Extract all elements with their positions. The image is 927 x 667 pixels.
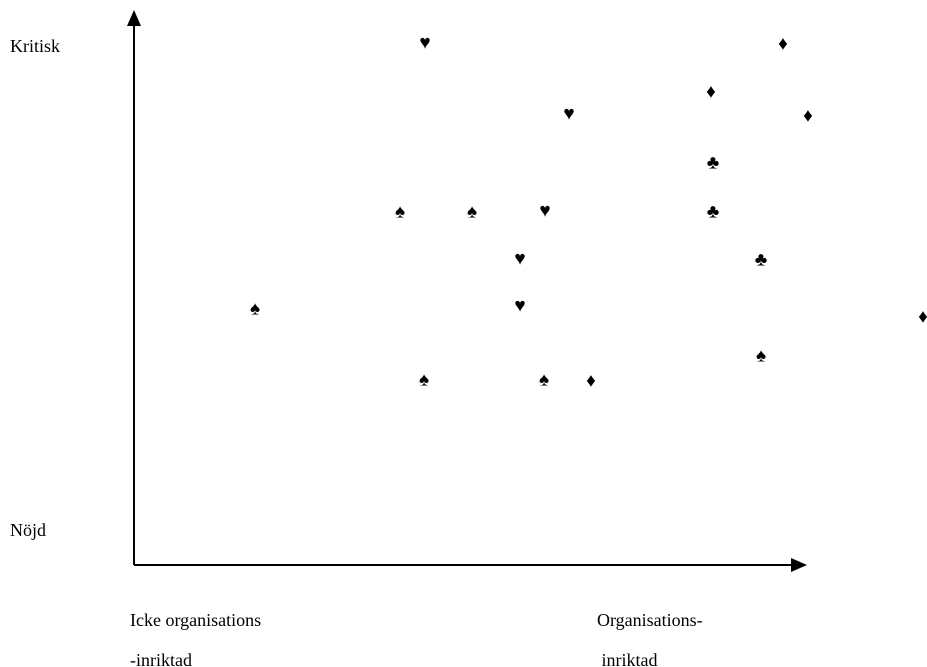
suit-symbol: ♠ xyxy=(419,369,429,390)
suit-symbol: ♠ xyxy=(395,201,405,222)
suit-symbol: ♠ xyxy=(250,298,260,319)
suit-symbol: ♦ xyxy=(586,370,596,391)
suit-symbol: ♦ xyxy=(778,33,788,54)
x-right-label: Organisations- xyxy=(597,610,703,630)
y-arrow xyxy=(127,10,141,26)
suit-symbol: ♠ xyxy=(756,345,766,366)
suit-symbol: ♦ xyxy=(803,105,813,126)
suit-symbol: ♠ xyxy=(467,201,477,222)
suit-symbol: ♥ xyxy=(563,103,574,124)
suit-symbol: ♦ xyxy=(918,306,927,327)
y-top-label: Kritisk xyxy=(10,36,60,56)
x-right-label: inriktad xyxy=(597,650,658,667)
suit-symbol: ♥ xyxy=(514,295,525,316)
suit-symbol: ♦ xyxy=(706,81,716,102)
suit-symbol: ♥ xyxy=(514,248,525,269)
x-left-label: Icke organisations xyxy=(130,610,261,630)
x-left-label: -inriktad xyxy=(130,650,192,667)
y-bottom-label: Nöjd xyxy=(10,520,46,540)
suit-symbol: ♠ xyxy=(539,369,549,390)
suit-symbol: ♣ xyxy=(707,201,719,222)
suit-symbol: ♥ xyxy=(419,32,430,53)
suit-symbol: ♥ xyxy=(539,200,550,221)
suit-symbol: ♣ xyxy=(707,152,719,173)
x-arrow xyxy=(791,558,807,572)
suit-symbol: ♣ xyxy=(755,249,767,270)
